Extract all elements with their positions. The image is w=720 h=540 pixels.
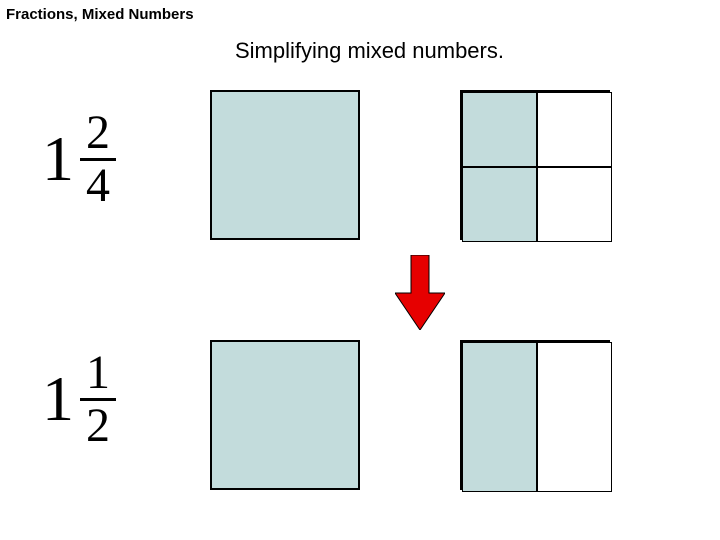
fraction-cell [462,92,537,167]
fraction-box-top [460,90,610,240]
whole-part: 1 [42,127,74,191]
denominator: 4 [86,163,110,209]
whole-box-top [210,90,360,240]
denominator: 2 [86,403,110,449]
numerator: 1 [86,350,110,396]
fraction-cell [462,342,537,492]
fraction-cell [537,167,612,242]
fraction-box-bottom [460,340,610,490]
fraction-cell [537,342,612,492]
fraction-part: 1 2 [80,350,116,448]
whole-box-bottom [210,340,360,490]
page-header: Fractions, Mixed Numbers [6,6,194,23]
page-title: Simplifying mixed numbers. [235,38,504,64]
numerator: 2 [86,110,110,156]
down-arrow-icon [395,255,445,330]
fraction-cell [537,92,612,167]
whole-part: 1 [42,367,74,431]
fraction-cell [462,167,537,242]
fraction-part: 2 4 [80,110,116,208]
mixed-number-top: 1 2 4 [42,110,116,208]
mixed-number-bottom: 1 1 2 [42,350,116,448]
